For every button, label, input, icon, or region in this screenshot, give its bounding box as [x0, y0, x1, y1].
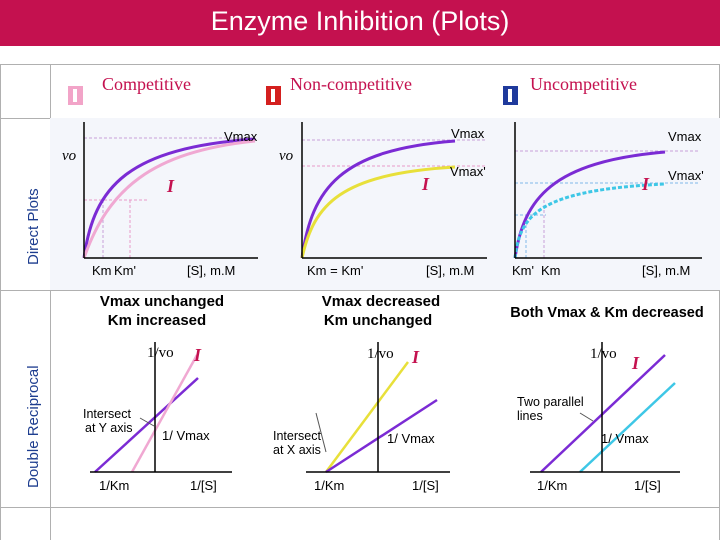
inv-vmax-label: 1/ Vmax [387, 431, 435, 446]
header-noncompetitive: Non-competitive [290, 74, 412, 94]
intersect-label-line-2: at X axis [273, 443, 321, 457]
vmax-prime-label: Vmax' [668, 168, 704, 183]
inv-s-label: 1/[S] [634, 478, 661, 493]
inhibitor-symbol: I [641, 174, 650, 194]
header-competitive: Competitive [102, 74, 191, 94]
inv-vmax-label: 1/ Vmax [601, 431, 649, 446]
inhibitor-symbol: I [631, 353, 640, 373]
competitive-inhibited-line [130, 354, 199, 473]
inv-km-label: 1/Km [99, 478, 129, 493]
uninhibited-line [325, 398, 438, 474]
noncompetitive-inhibited-line [324, 361, 410, 473]
vo-axis-label: vo [279, 148, 294, 164]
vmax-label: Vmax [224, 129, 258, 144]
km-equal-label: Km = Km' [307, 263, 363, 278]
direct-competitive-plot: Vmax vo I Km Km' [S], m.M Vmax unchanged… [62, 122, 258, 329]
intersect-pointer [315, 412, 327, 453]
inv-km-label: 1/Km [537, 478, 567, 493]
uninhibited-line [94, 377, 199, 473]
competitive-inhibitor-icon [68, 86, 83, 105]
intersect-pointer [139, 417, 155, 427]
summary-line-2: Km increased [108, 312, 206, 329]
intersect-label-line-2: at Y axis [85, 421, 133, 435]
reciprocal-noncompetitive-plot: 1/vo I Intersect at X axis 1/ Vmax 1/Km … [273, 342, 450, 493]
grid-line [0, 64, 1, 540]
noncompetitive-inhibited-curve [300, 165, 456, 259]
summary-line-2: Km unchanged [324, 312, 432, 329]
uninhibited-curve [300, 139, 456, 259]
s-axis-label: [S], m.M [187, 263, 235, 278]
vmax-prime-label: Vmax' [450, 164, 486, 179]
vmax-label: Vmax [451, 126, 485, 141]
vmax-label: Vmax [668, 129, 702, 144]
parallel-label-line-2: lines [517, 409, 543, 423]
intersect-label-line-1: Intersect [83, 407, 131, 421]
inv-vo-axis-label: 1/vo [367, 346, 394, 362]
direct-uncompetitive-plot: Vmax Vmax' I Km' Km [S], m.M Both Vmax &… [510, 122, 704, 321]
uncompetitive-inhibited-line [579, 382, 676, 473]
direct-plots-panel [50, 118, 720, 290]
inhibitor-symbol: I [411, 347, 420, 367]
inhibitor-symbol: I [421, 174, 430, 194]
reciprocal-uncompetitive-plot: 1/vo I Two parallel lines 1/ Vmax 1/Km 1… [517, 342, 680, 493]
uncompetitive-inhibitor-icon [503, 86, 518, 105]
inv-km-label: 1/Km [314, 478, 344, 493]
inv-s-label: 1/[S] [412, 478, 439, 493]
inv-vo-axis-label: 1/vo [590, 346, 617, 362]
intersect-label-line-1: Intersect [273, 429, 321, 443]
grid-line [0, 290, 720, 291]
direct-noncompetitive-plot: Vmax Vmax' vo I Km = Km' [S], m.M Vmax d… [279, 122, 487, 329]
inv-vo-axis-label: 1/vo [147, 345, 174, 361]
noncompetitive-inhibitor-icon [266, 86, 281, 105]
grid-line [0, 64, 720, 65]
grid-line [50, 64, 51, 540]
reciprocal-competitive-plot: 1/vo I Intersect at Y axis 1/ Vmax 1/Km … [83, 342, 232, 493]
km-label: Km [92, 263, 112, 278]
uninhibited-line [540, 354, 666, 473]
s-axis-label: [S], m.M [426, 263, 474, 278]
inv-s-label: 1/[S] [190, 478, 217, 493]
parallel-label-line-1: Two parallel [517, 395, 584, 409]
uncompetitive-inhibited-curve [513, 182, 666, 259]
uninhibited-curve [513, 150, 666, 259]
inv-vmax-label: 1/ Vmax [162, 428, 210, 443]
competitive-inhibited-curve [82, 139, 256, 259]
title-bar [0, 0, 720, 46]
parallel-pointer [579, 412, 594, 422]
vo-axis-label: vo [62, 148, 77, 164]
inhibitor-symbol: I [193, 345, 202, 365]
inhibitor-symbol: I [166, 176, 175, 196]
km-prime-label: Km' [512, 263, 534, 278]
summary-text: Both Vmax & Km decreased [510, 305, 703, 321]
km-label: Km [541, 263, 561, 278]
slide-title: Enzyme Inhibition (Plots) [210, 6, 510, 36]
grid-line [0, 507, 720, 508]
km-prime-label: Km' [114, 263, 136, 278]
summary-line-1: Vmax unchanged [100, 293, 224, 310]
s-axis-label: [S], m.M [642, 263, 690, 278]
header-uncompetitive: Uncompetitive [530, 74, 637, 94]
uninhibited-curve [82, 137, 256, 259]
summary-line-1: Vmax decreased [322, 293, 440, 310]
